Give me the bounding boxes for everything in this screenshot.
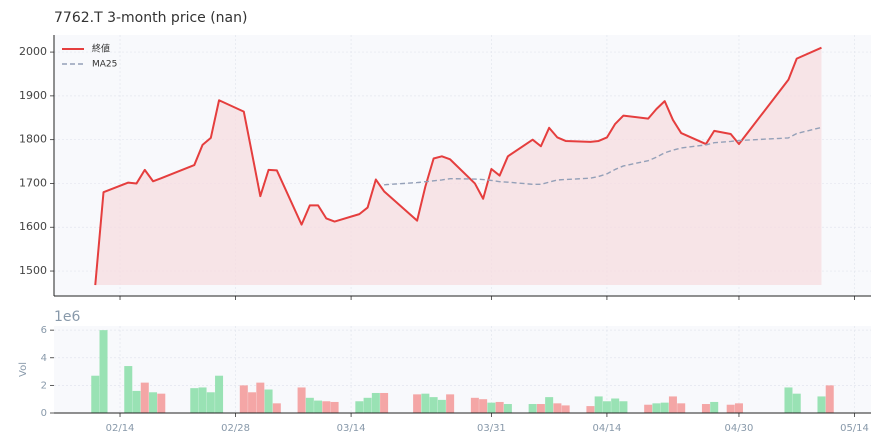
y-tick-label: 4	[41, 353, 47, 364]
volume-bar	[272, 403, 281, 413]
volume-bar	[91, 375, 100, 413]
volume-bar	[215, 375, 224, 413]
x-tick-label: 04/14	[593, 423, 622, 434]
volume-bar	[652, 403, 661, 413]
volume-bar	[594, 396, 603, 413]
legend-label: 終値	[92, 43, 110, 55]
volume-bar	[528, 404, 537, 413]
volume-bar	[322, 401, 331, 413]
volume-bar	[825, 385, 834, 413]
volume-bar	[132, 390, 141, 413]
volume-bar	[124, 366, 133, 413]
y-tick-label: 0	[41, 408, 47, 419]
volume-bar	[371, 392, 380, 413]
volume-bar	[726, 404, 735, 413]
volume-bar	[190, 388, 199, 413]
y-tick-label: 1500	[19, 264, 47, 277]
volume-bar	[677, 403, 686, 413]
volume-bar	[536, 404, 545, 413]
volume-bar	[413, 394, 422, 413]
volume-bar	[660, 402, 669, 413]
volume-bar	[784, 387, 793, 413]
volume-bar	[437, 399, 446, 413]
volume-bar	[503, 404, 512, 413]
volume-bar	[248, 392, 257, 413]
volume-bar	[239, 385, 248, 413]
volume-bar	[198, 387, 207, 413]
volume-bar	[429, 397, 438, 413]
volume-bar	[330, 401, 339, 413]
volume-bar	[355, 401, 364, 413]
volume-bar	[611, 398, 620, 413]
volume-bar	[668, 396, 677, 413]
volume-bar	[561, 405, 570, 413]
volume-bar	[99, 330, 108, 413]
chart-title: 7762.T 3-month price (nan)	[54, 10, 247, 26]
volume-bar	[149, 392, 158, 413]
volume-bar	[495, 401, 504, 413]
volume-bar	[817, 396, 826, 413]
line-series	[94, 46, 822, 286]
volume-bar	[701, 404, 710, 413]
volume-bar	[446, 394, 455, 413]
volume-bar	[256, 382, 265, 413]
volume-bar	[264, 389, 273, 413]
volume-bar	[710, 401, 719, 413]
volume-bar	[479, 399, 488, 413]
volume-bar	[792, 393, 801, 413]
volume-bar	[553, 403, 562, 413]
volume-bar	[206, 392, 215, 413]
volume-bar	[380, 392, 389, 413]
volume-bar	[140, 382, 149, 413]
volume-bar	[644, 404, 653, 413]
y-tick-label: 2	[41, 380, 47, 391]
x-tick-label: 05/14	[840, 423, 869, 434]
x-tick-label: 02/14	[106, 423, 135, 434]
volume-bar	[314, 400, 323, 413]
area-fill	[95, 47, 822, 286]
volume-bar	[619, 401, 628, 413]
volume-bar	[487, 402, 496, 413]
y-tick-label: 1700	[19, 176, 47, 189]
y-axis-label: Vol	[18, 362, 29, 377]
y-tick-label: 1900	[19, 89, 47, 102]
y-tick-label: 1600	[19, 220, 47, 233]
volume-bar	[421, 393, 430, 413]
plot-background	[54, 326, 871, 413]
axis-offset-label: 1e6	[54, 309, 81, 325]
volume-bar	[586, 406, 595, 413]
volume-bar	[157, 393, 166, 413]
x-tick-label: 04/30	[725, 423, 754, 434]
x-tick-label: 02/28	[221, 423, 250, 434]
volume-bar	[602, 401, 611, 413]
volume-bar	[734, 403, 743, 413]
line-series	[384, 126, 822, 186]
x-tick-label: 03/14	[337, 423, 366, 434]
volume-bar	[470, 397, 479, 413]
volume-bar	[297, 387, 306, 413]
x-tick-label: 03/31	[477, 423, 506, 434]
volume-bar	[363, 397, 372, 413]
volume-bar	[305, 397, 314, 413]
y-tick-label: 6	[41, 325, 47, 336]
legend-label: MA25	[92, 60, 117, 70]
y-tick-label: 1800	[19, 133, 47, 146]
y-tick-label: 2000	[19, 45, 47, 58]
volume-bar	[545, 397, 554, 413]
